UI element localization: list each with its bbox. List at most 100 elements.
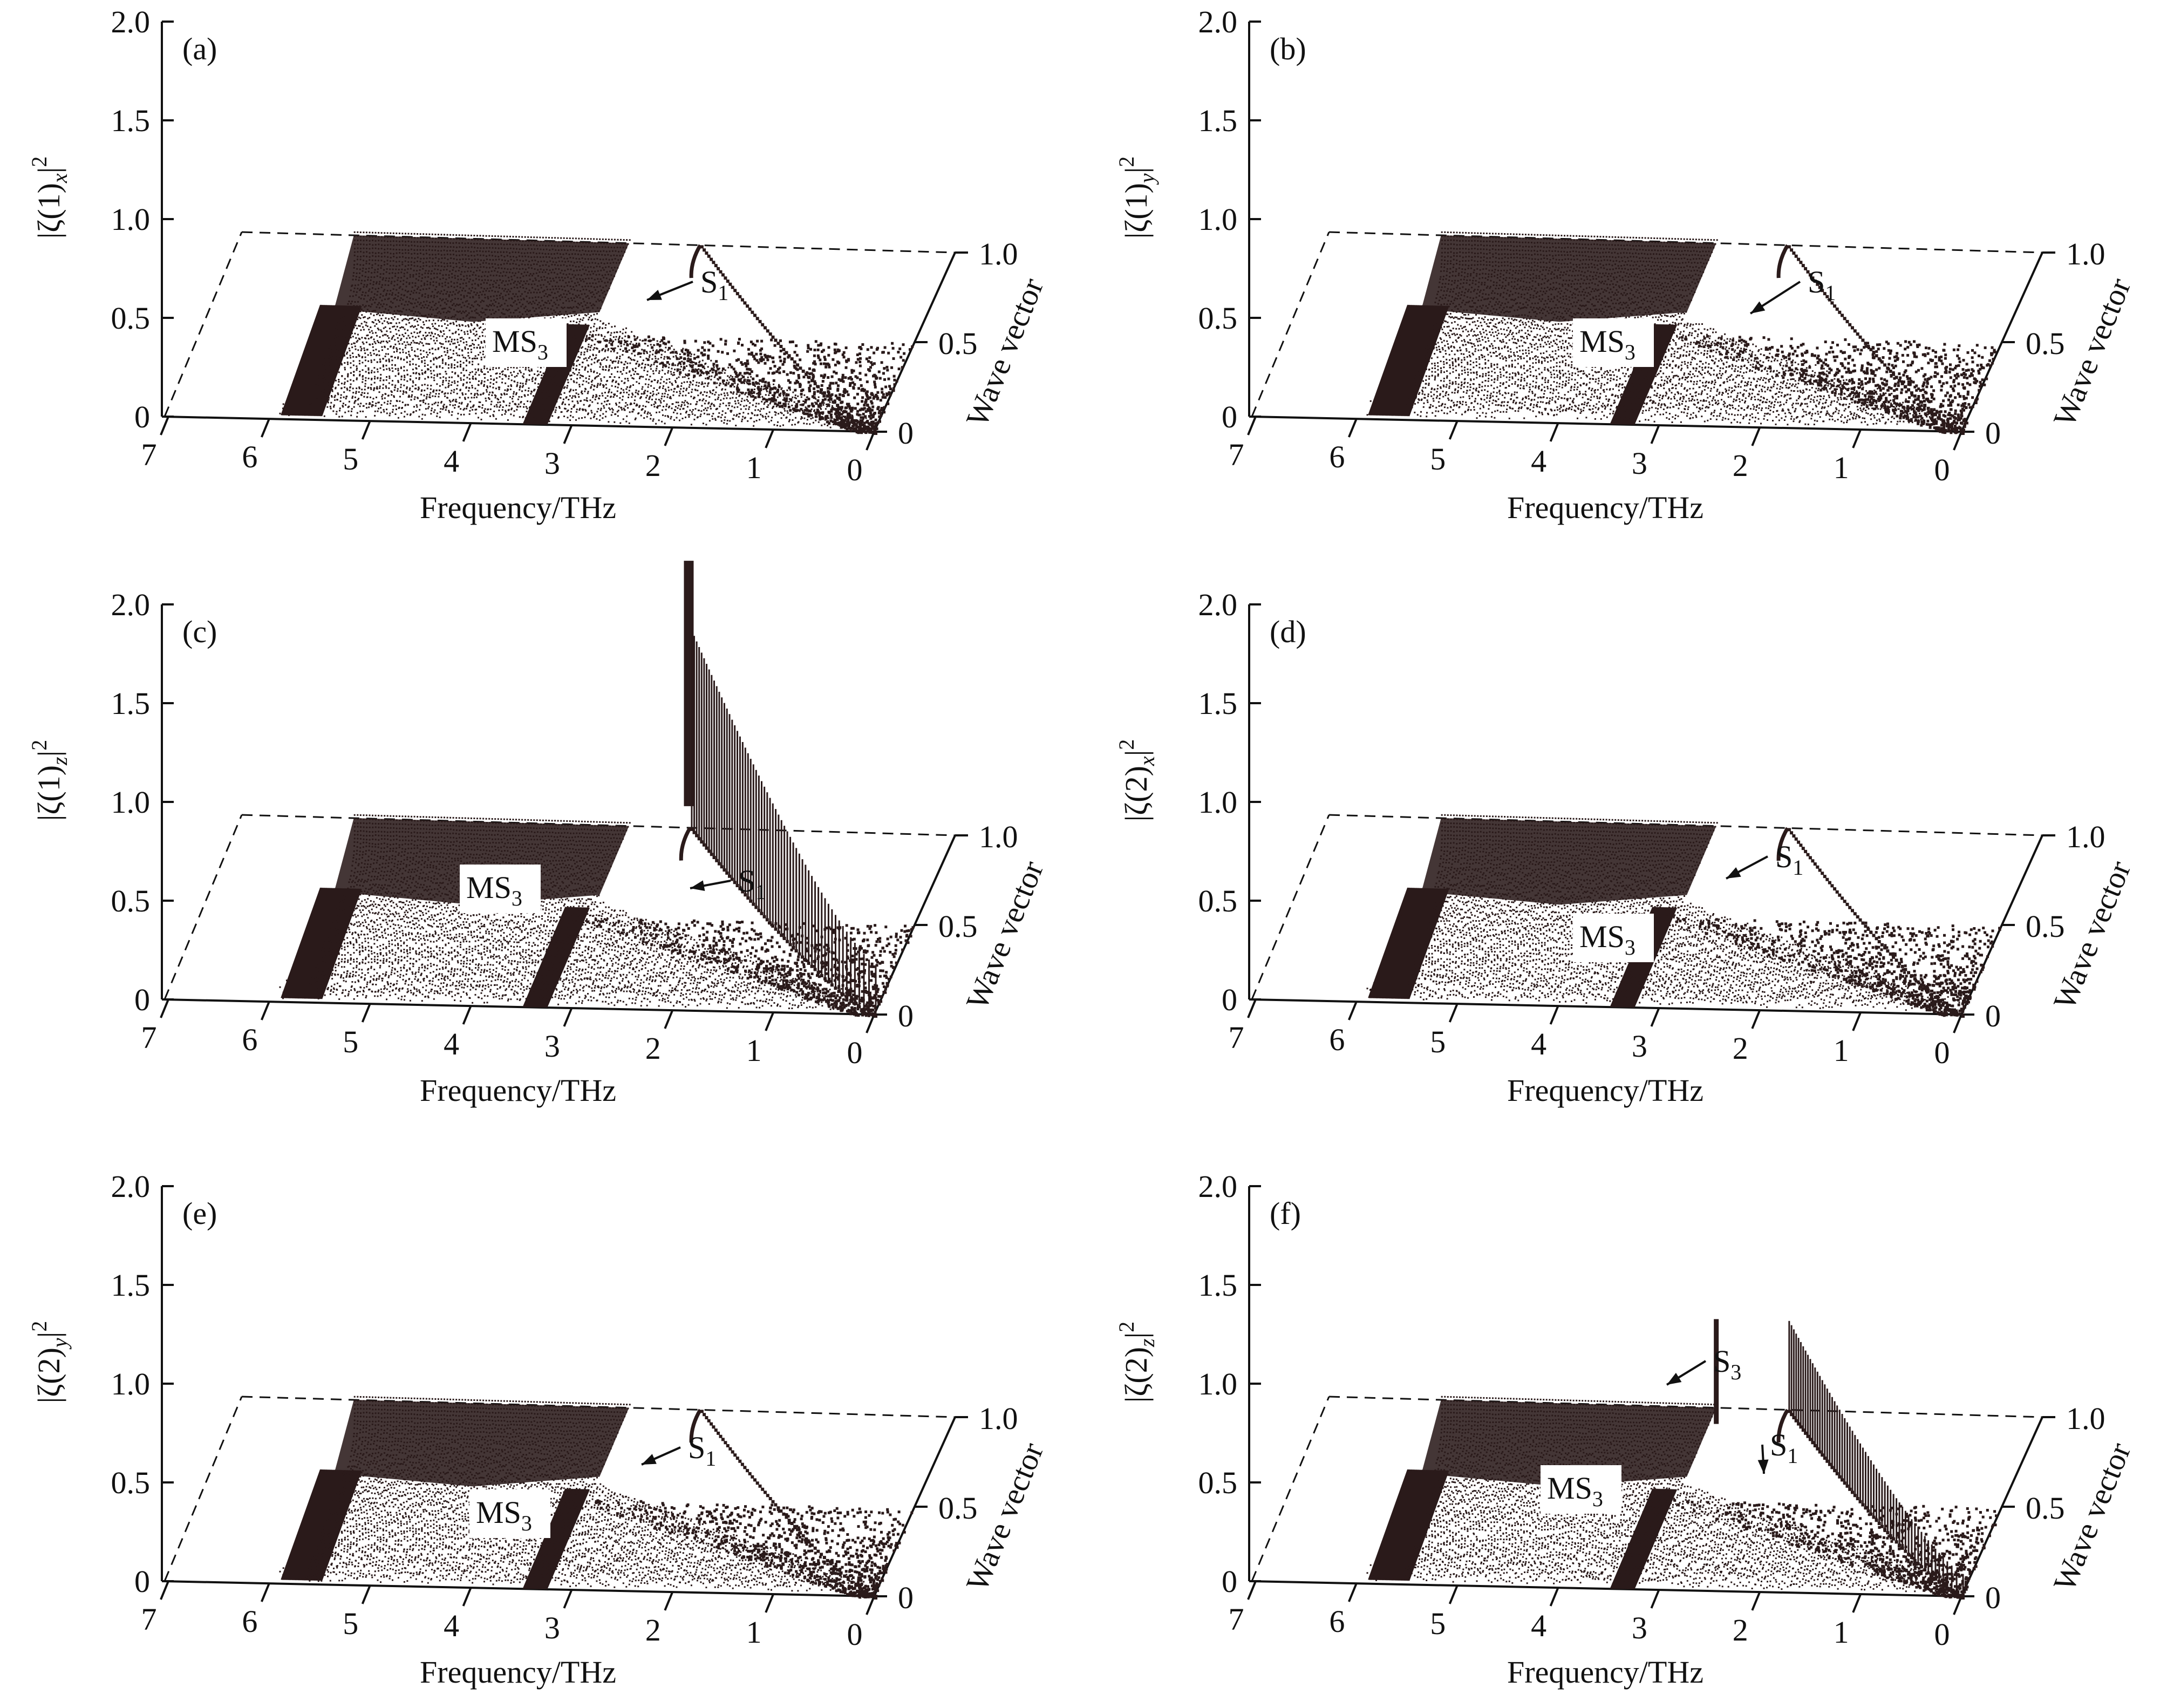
band-row-marker <box>336 1492 650 1508</box>
x-tick-label: 4 <box>444 1608 459 1643</box>
band-left-stripe <box>295 1469 337 1581</box>
band-mid-stripe <box>541 907 585 1008</box>
band-left-stripe <box>291 1469 333 1581</box>
band-row-marker <box>1409 934 1805 951</box>
band-left-stripe <box>297 1469 339 1581</box>
band-left-stripe <box>1370 1469 1412 1581</box>
back-left-edge <box>1251 814 1330 1000</box>
band-left-stripe <box>1399 305 1441 417</box>
band-left-stripe <box>1369 1469 1410 1580</box>
band-mid-stripe <box>541 324 585 425</box>
band-left-stripe <box>310 1470 351 1581</box>
z-axis-label: |ζ(1)z|2 <box>27 740 72 821</box>
band-tail-markers <box>1663 335 1996 434</box>
band-region <box>1366 231 1996 434</box>
band-left-stripe <box>1388 888 1430 999</box>
x-tick-label: 6 <box>1329 1604 1345 1639</box>
x-tick-label: 2 <box>1733 1612 1748 1648</box>
band-mid-stripe <box>535 324 579 425</box>
band-left-stripe <box>1405 305 1447 417</box>
band-left-stripe <box>287 1469 328 1581</box>
band-mid-stripe <box>1622 1488 1666 1590</box>
band-row-marker <box>319 937 730 956</box>
band-left-stripe <box>282 304 323 416</box>
band-mid-stripe <box>1625 1488 1670 1590</box>
z-tick-label: 2.0 <box>1198 587 1238 622</box>
ms3-label-box <box>469 1489 550 1538</box>
band-left-stripe <box>1387 1469 1429 1581</box>
z-tick-label: 0.5 <box>111 883 151 918</box>
band-left-stripe <box>296 305 338 416</box>
band-mid-stripe <box>1618 324 1662 425</box>
s1-hook <box>1776 244 1789 278</box>
band-mid-stripe <box>546 907 590 1008</box>
x-tick-label: 0 <box>847 452 863 487</box>
band-left-stripe <box>1381 1469 1422 1581</box>
band-left-stripe <box>1379 1469 1420 1581</box>
y-tick-label: 0 <box>898 1580 914 1615</box>
band-mid-stripe <box>1632 1489 1676 1590</box>
band-left-stripe <box>300 1469 342 1581</box>
band-row-marker <box>279 1568 876 1594</box>
x-tick-label: 3 <box>544 1610 560 1645</box>
band-left-stripe <box>284 304 325 416</box>
x-tick <box>261 1583 270 1602</box>
band-row-marker <box>311 948 764 969</box>
band-left-stripe <box>1398 888 1440 999</box>
s3-label: S3 <box>1713 1344 1741 1384</box>
band-left-stripe <box>306 1469 347 1581</box>
band-left-stripe <box>303 888 345 999</box>
band-left-stripe <box>292 305 334 416</box>
band-left-stripe <box>1394 305 1436 416</box>
panel-label: (a) <box>182 31 217 66</box>
frequency-axis-line <box>1250 998 1962 1016</box>
band-row-marker <box>1373 397 1941 420</box>
band-dense-block <box>1421 235 1716 322</box>
band-left-stripe <box>319 1470 361 1581</box>
band-row-marker <box>1412 346 1794 364</box>
back-left-edge <box>1251 1396 1330 1582</box>
band-row-marker <box>334 914 662 929</box>
band-mid-stripe <box>526 907 570 1008</box>
annotation-arrow-head <box>1667 1372 1682 1385</box>
x-tick <box>1348 418 1358 438</box>
x-tick-label: 5 <box>1430 1024 1446 1059</box>
ms3-label-box <box>1573 318 1654 367</box>
band-left-stripe <box>303 1469 345 1581</box>
y-tick-label: 0 <box>1985 998 2001 1033</box>
band-mid-stripe <box>540 324 584 425</box>
band-left-stripe <box>1398 305 1440 417</box>
band-left-stripe <box>1395 1469 1437 1581</box>
band-row-marker <box>1409 351 1805 369</box>
band-left-stripe <box>321 1470 362 1581</box>
band-mid-stripe <box>544 1489 589 1590</box>
band-left-stripe <box>1372 304 1413 416</box>
x-tick <box>866 1014 875 1033</box>
band-left-stripe <box>1391 888 1432 999</box>
band-mid-stripe <box>536 324 580 425</box>
band-mid-stripe <box>1627 324 1671 425</box>
band-row-marker <box>1376 1557 1930 1581</box>
x-tick-label: 7 <box>141 1020 157 1055</box>
back-left-edge <box>163 814 243 1000</box>
s1-branch <box>1776 244 1965 435</box>
z-tick-label: 0.5 <box>1198 1465 1238 1500</box>
band-mid-stripe <box>1629 324 1674 425</box>
annotation-arrow-head <box>690 880 705 892</box>
x-tick <box>1448 1003 1459 1023</box>
x-tick-label: 0 <box>847 1617 863 1652</box>
x-tick-label: 2 <box>1733 1031 1748 1066</box>
band-left-stripe <box>298 305 340 416</box>
x-tick <box>1852 1012 1862 1031</box>
band-left-stripe <box>288 304 329 416</box>
band-row-marker <box>353 814 631 824</box>
band-left-stripe <box>317 1470 358 1581</box>
x-tick <box>1953 431 1962 451</box>
band-left-stripe <box>1382 305 1424 416</box>
band-left-stripe <box>308 888 350 999</box>
band-left-stripe <box>282 887 323 998</box>
band-left-stripe <box>318 888 359 999</box>
band-left-stripe <box>1399 888 1441 999</box>
band-left-stripe <box>294 305 335 416</box>
